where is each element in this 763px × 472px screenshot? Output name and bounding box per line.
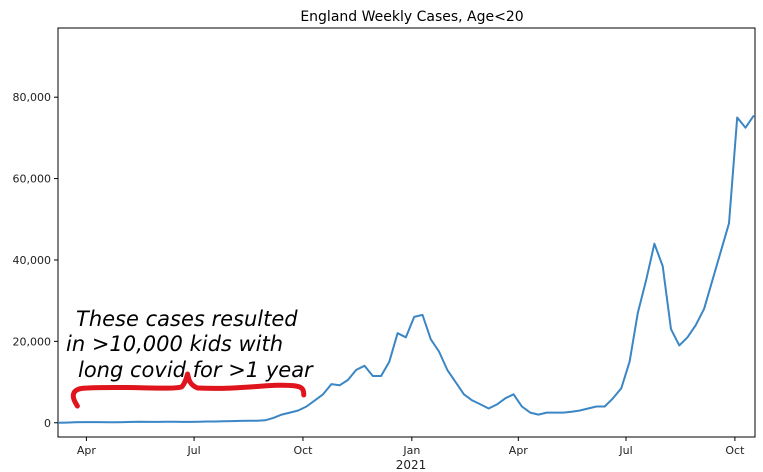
handwritten-annotation: These cases resulted in >10,000 kids wit… <box>66 307 314 409</box>
y-tick-label: 40,000 <box>13 254 52 267</box>
y-axis: 0 20,000 40,000 60,000 80,000 <box>13 91 58 430</box>
x-tick-label: Jul <box>186 444 200 457</box>
annotation-line-2: in >10,000 kids with <box>66 332 283 356</box>
y-tick-label: 20,000 <box>13 335 52 348</box>
x-tick-label: Apr <box>77 444 97 457</box>
x-tick-label: Oct <box>725 444 745 457</box>
x-tick-label: Oct <box>293 444 313 457</box>
annotation-brace <box>70 371 307 409</box>
chart-title: England Weekly Cases, Age<20 <box>300 9 523 25</box>
series-line <box>57 114 755 424</box>
y-tick-label: 80,000 <box>13 91 52 104</box>
plot-area-frame <box>57 27 756 438</box>
x-tick-label: Jul <box>618 444 632 457</box>
x-tick-label: Jan <box>402 444 420 457</box>
y-tick-label: 60,000 <box>13 173 52 186</box>
y-tick-label: 0 <box>44 417 51 430</box>
annotation-line-3: long covid for >1 year <box>78 358 314 382</box>
series-layer <box>57 114 755 424</box>
annotation-line-1: These cases resulted <box>76 307 298 331</box>
x-axis: Apr Jul Oct Jan Apr Jul Oct <box>77 437 745 457</box>
x-axis-label: 2021 <box>396 458 427 472</box>
x-tick-label: Apr <box>509 444 529 457</box>
